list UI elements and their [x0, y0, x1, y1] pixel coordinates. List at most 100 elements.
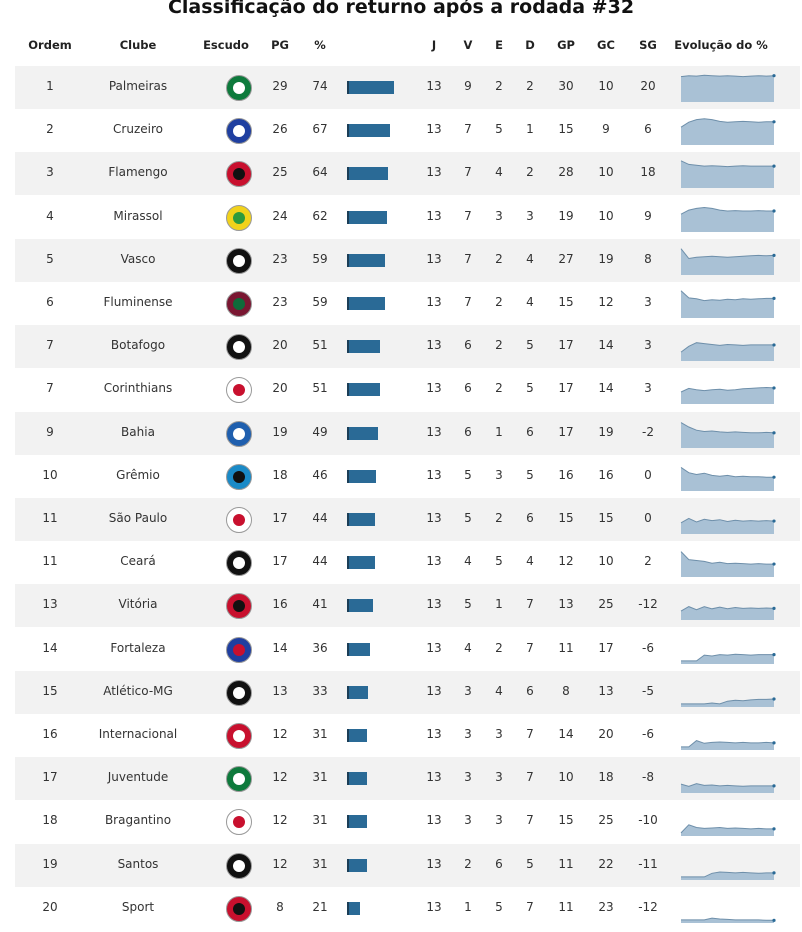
- header-pg: PG: [271, 38, 289, 52]
- evolution-sparkline: [680, 551, 776, 578]
- games-cell: 13: [426, 165, 442, 180]
- club-crest-icon: [226, 118, 252, 145]
- draws-cell: 3: [495, 208, 503, 223]
- losses-cell: 2: [526, 165, 534, 180]
- draws-cell: 4: [495, 683, 503, 698]
- sparkline-line: [680, 783, 774, 788]
- pct-bar: [347, 167, 388, 181]
- losses-cell: 4: [526, 251, 534, 266]
- losses-cell: 7: [526, 597, 534, 612]
- evolution-sparkline: [680, 206, 776, 232]
- goals-for-cell: 11: [558, 899, 574, 914]
- points-cell: 8: [276, 899, 284, 914]
- goal-diff-cell: -5: [642, 683, 654, 698]
- chart-title: Classificação do returno após a rodada #…: [167, 0, 635, 18]
- points-cell: 17: [272, 554, 288, 569]
- table-row: 14 Fortaleza 14 36 13 4 2 7 11 17 -6: [15, 628, 800, 671]
- points-cell: 12: [272, 856, 288, 871]
- rank-cell: 17: [42, 770, 58, 785]
- wins-cell: 7: [464, 295, 472, 309]
- club-crest-icon: [226, 766, 252, 793]
- goals-for-cell: 17: [558, 381, 574, 396]
- sparkline-end-point: [772, 386, 776, 390]
- pct-cell: 31: [312, 770, 328, 785]
- rank-cell: 11: [42, 511, 58, 525]
- pct-bar: [347, 772, 367, 786]
- pct-cell: 59: [312, 251, 328, 266]
- table-row: 17 Juventude 12 31 13 3 3 7 10 18 -8: [15, 757, 800, 801]
- points-cell: 24: [272, 208, 288, 223]
- goal-diff-cell: 3: [644, 381, 652, 396]
- wins-cell: 3: [464, 683, 472, 698]
- sparkline-end-point: [772, 918, 776, 922]
- goals-against-cell: 18: [598, 770, 614, 785]
- sparkline-end-point: [772, 296, 776, 300]
- sparkline-area: [681, 161, 774, 189]
- goals-against-cell: 9: [602, 122, 610, 137]
- games-cell: 13: [426, 727, 442, 741]
- rank-cell: 16: [42, 727, 58, 741]
- table-row: 13 Vitória 16 41 13 5 1 7 13 25 -12: [15, 584, 800, 628]
- losses-cell: 7: [526, 727, 534, 741]
- table-row: 4 Mirassol 24 62 13 7 3 3 19 10 9: [15, 196, 800, 239]
- pct-cell: 41: [312, 597, 328, 612]
- goals-for-cell: 27: [558, 251, 574, 266]
- points-cell: 17: [272, 511, 288, 525]
- pct-bar: [347, 124, 390, 138]
- sparkline-line: [680, 551, 774, 565]
- draws-cell: 4: [495, 165, 503, 180]
- pct-cell: 36: [312, 640, 328, 655]
- club-name: Cruzeiro: [113, 122, 163, 137]
- rank-cell: 5: [46, 251, 54, 266]
- goal-diff-cell: 0: [644, 511, 652, 525]
- evolution-sparkline: [680, 824, 776, 837]
- losses-cell: 2: [526, 79, 534, 93]
- games-cell: 13: [426, 338, 442, 353]
- goals-against-cell: 10: [598, 165, 614, 180]
- goals-against-cell: 20: [598, 727, 614, 741]
- sparkline-area: [681, 698, 774, 707]
- games-cell: 13: [426, 683, 442, 698]
- goals-against-cell: 25: [598, 813, 614, 828]
- rank-cell: 10: [42, 467, 58, 482]
- pct-bar: [347, 253, 385, 267]
- club-name: Juventude: [107, 770, 169, 785]
- goals-for-cell: 15: [558, 813, 574, 828]
- losses-cell: 5: [526, 381, 534, 396]
- rank-cell: 6: [46, 295, 54, 309]
- goal-diff-cell: 6: [644, 122, 652, 137]
- sparkline-end-point: [772, 827, 776, 831]
- club-crest-icon: [226, 507, 252, 533]
- header-ordem: Ordem: [28, 38, 72, 52]
- rank-cell: 3: [46, 165, 54, 180]
- club-name: Atlético-MG: [103, 683, 173, 698]
- club-name: São Paulo: [108, 511, 168, 525]
- pct-cell: 51: [312, 381, 328, 396]
- header-j: J: [431, 38, 437, 52]
- rank-cell: 2: [46, 122, 54, 137]
- rank-cell: 1: [46, 79, 54, 93]
- games-cell: 13: [426, 554, 442, 569]
- wins-cell: 9: [464, 79, 472, 93]
- goals-against-cell: 23: [598, 899, 614, 914]
- sparkline-area: [681, 248, 774, 275]
- club-crest-icon: [226, 377, 252, 404]
- pct-bar: [347, 815, 367, 829]
- sparkline-area: [681, 342, 774, 362]
- club-crest-icon: [226, 852, 252, 879]
- rank-cell: 4: [46, 208, 54, 223]
- pct-cell: 33: [312, 683, 328, 698]
- rank-cell: 19: [42, 856, 58, 871]
- goals-against-cell: 12: [598, 295, 614, 309]
- points-cell: 20: [272, 381, 288, 396]
- sparkline-end-point: [772, 697, 776, 701]
- goal-diff-cell: -12: [638, 597, 658, 612]
- club-name: Botafogo: [110, 338, 166, 353]
- club-crest-icon: [226, 291, 252, 317]
- sparkline-line: [680, 342, 774, 353]
- goal-diff-cell: 3: [644, 295, 652, 309]
- crest-emblem-icon: [233, 211, 245, 224]
- rank-cell: 7: [46, 338, 54, 353]
- goal-diff-cell: 2: [644, 554, 652, 569]
- table-row: 5 Vasco 23 59 13 7 2 4 27 19 8: [15, 238, 800, 282]
